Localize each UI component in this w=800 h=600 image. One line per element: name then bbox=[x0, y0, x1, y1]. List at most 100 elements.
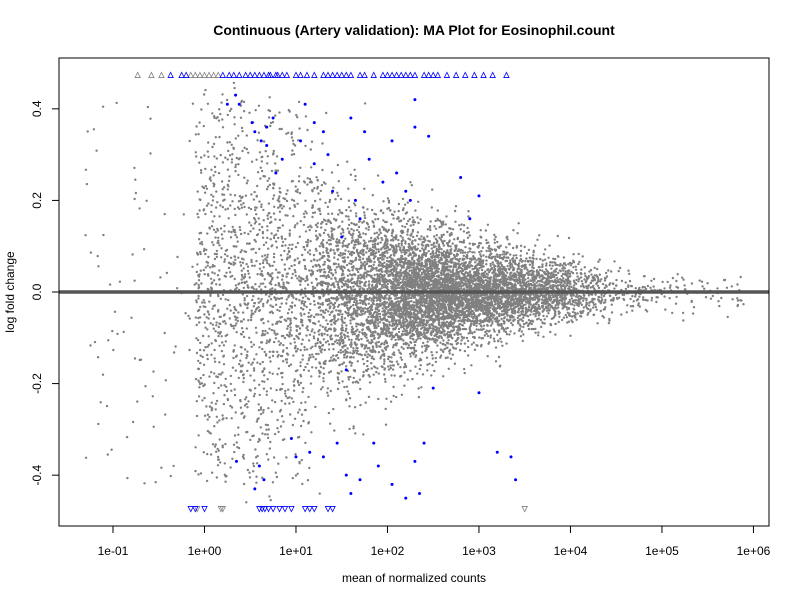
gene-point bbox=[390, 234, 394, 237]
gene-point bbox=[288, 234, 291, 237]
gene-point bbox=[250, 341, 253, 344]
gene-point bbox=[352, 229, 355, 232]
gene-point bbox=[277, 281, 280, 285]
gene-point bbox=[495, 319, 499, 322]
gene-point bbox=[579, 314, 582, 318]
gene-point bbox=[300, 458, 303, 462]
gene-point bbox=[451, 353, 454, 356]
gene-point bbox=[294, 245, 298, 249]
gene-point bbox=[377, 351, 381, 354]
gene-point bbox=[515, 278, 519, 281]
gene-point bbox=[245, 396, 248, 399]
gene-point bbox=[260, 205, 263, 209]
gene-point bbox=[207, 155, 210, 158]
gene-point bbox=[388, 209, 392, 212]
gene-point bbox=[399, 374, 403, 378]
gene-point bbox=[269, 124, 272, 128]
gene-point bbox=[634, 287, 637, 290]
gene-point bbox=[240, 352, 243, 356]
gene-point bbox=[395, 280, 398, 283]
gene-point bbox=[252, 462, 255, 465]
gene-point bbox=[422, 249, 426, 253]
gene-point bbox=[479, 280, 482, 284]
gene-point bbox=[243, 205, 246, 209]
gene-point bbox=[275, 155, 279, 158]
gene-point bbox=[269, 360, 272, 363]
gene-point bbox=[543, 258, 547, 261]
gene-point bbox=[314, 229, 318, 233]
gene-point bbox=[561, 264, 564, 267]
gene-point bbox=[447, 367, 450, 370]
gene-point bbox=[299, 375, 303, 378]
gene-point bbox=[565, 316, 569, 319]
gene-point bbox=[416, 302, 420, 306]
gene-point bbox=[298, 327, 302, 330]
gene-point bbox=[632, 300, 635, 303]
gene-point bbox=[406, 333, 409, 336]
gene-point bbox=[211, 271, 214, 274]
gene-point bbox=[527, 277, 530, 280]
gene-point bbox=[375, 248, 378, 251]
gene-point bbox=[669, 284, 672, 287]
gene-point bbox=[341, 313, 344, 316]
gene-point bbox=[365, 336, 368, 339]
gene-point bbox=[307, 369, 310, 372]
gene-point bbox=[131, 253, 134, 256]
gene-point bbox=[312, 287, 315, 291]
gene-point bbox=[375, 269, 378, 272]
gene-point bbox=[416, 216, 419, 219]
gene-point bbox=[334, 359, 337, 362]
gene-point bbox=[292, 153, 296, 156]
gene-point bbox=[352, 427, 355, 430]
gene-point bbox=[259, 406, 263, 409]
gene-point bbox=[349, 173, 353, 176]
gene-point bbox=[495, 253, 499, 256]
gene-point bbox=[435, 275, 439, 278]
gene-point bbox=[385, 297, 388, 300]
gene-point bbox=[322, 338, 325, 341]
gene-point bbox=[265, 390, 269, 393]
gene-point bbox=[221, 188, 224, 191]
gene-point bbox=[439, 341, 442, 344]
gene-point bbox=[350, 343, 353, 346]
gene-point bbox=[198, 198, 201, 201]
gene-point bbox=[588, 270, 591, 273]
gene-point bbox=[497, 264, 500, 267]
gene-point bbox=[339, 351, 343, 354]
gene-point bbox=[411, 377, 414, 381]
gene-point bbox=[345, 365, 348, 368]
gene-point bbox=[299, 381, 303, 385]
gene-point bbox=[463, 342, 467, 345]
gene-point bbox=[485, 239, 488, 242]
gene-point bbox=[302, 368, 306, 372]
gene-point bbox=[306, 128, 309, 132]
gene-point bbox=[574, 311, 577, 315]
gene-point bbox=[203, 301, 206, 304]
gene-point bbox=[362, 362, 366, 366]
gene-point bbox=[340, 370, 343, 373]
gene-point bbox=[410, 300, 413, 303]
gene-point bbox=[319, 345, 322, 349]
gene-point bbox=[307, 225, 310, 229]
gene-point bbox=[449, 357, 453, 360]
gene-point bbox=[294, 344, 297, 348]
gene-point bbox=[230, 389, 233, 392]
gene-point bbox=[331, 310, 334, 313]
gene-point bbox=[198, 209, 201, 212]
gene-point bbox=[305, 212, 308, 215]
gene-point bbox=[445, 215, 448, 218]
gene-point bbox=[210, 353, 213, 356]
gene-point bbox=[485, 332, 488, 336]
gene-point bbox=[188, 348, 191, 352]
gene-point bbox=[357, 231, 361, 234]
gene-point bbox=[541, 322, 545, 325]
gene-point bbox=[530, 327, 533, 331]
gene-point bbox=[486, 223, 490, 226]
gene-point bbox=[149, 117, 152, 120]
gene-point bbox=[409, 181, 412, 184]
gene-point bbox=[310, 330, 313, 333]
gene-point bbox=[358, 267, 361, 271]
gene-point bbox=[361, 248, 364, 251]
gene-point bbox=[364, 241, 367, 244]
